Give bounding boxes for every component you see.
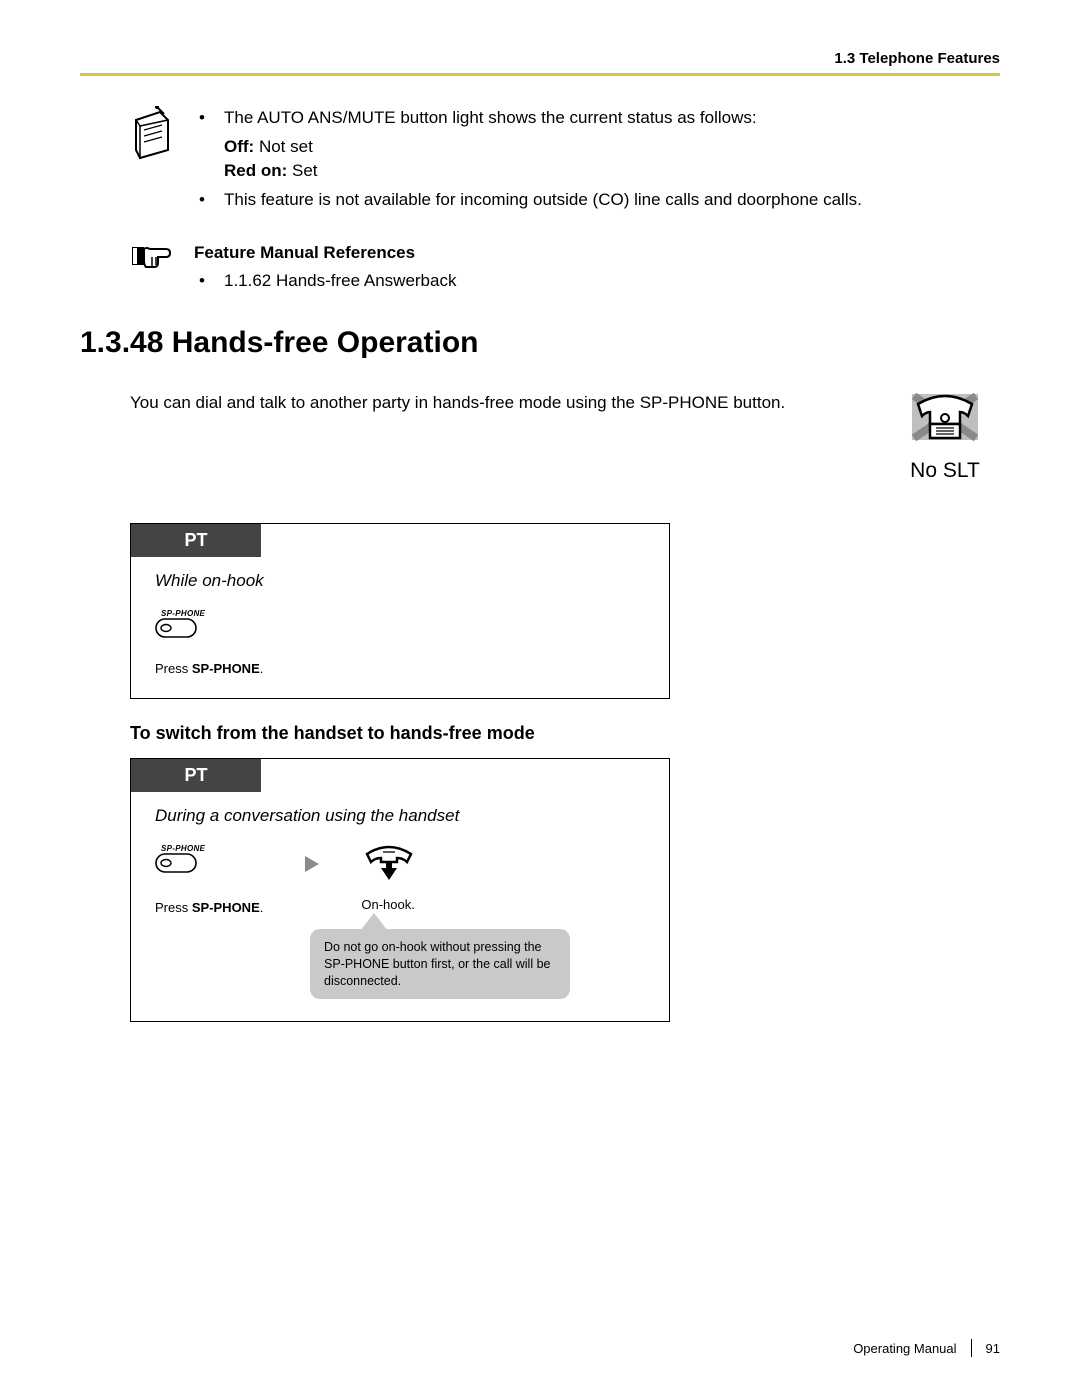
- header-rule: [80, 73, 1000, 76]
- sp-phone-tiny-label: SP-PHONE: [161, 844, 263, 853]
- intro-text: You can dial and talk to another party i…: [130, 390, 860, 483]
- bullet-dot: •: [194, 188, 210, 213]
- note-bullet-2: This feature is not available for incomi…: [224, 188, 862, 213]
- proc-state-2: During a conversation using the handset: [155, 806, 645, 826]
- red-on-label: Red on:: [224, 161, 287, 180]
- reference-title: Feature Manual References: [194, 241, 456, 266]
- sp-phone-tiny-label: SP-PHONE: [161, 609, 645, 618]
- reference-block: Feature Manual References • 1.1.62 Hands…: [130, 241, 1000, 298]
- press-sp-phone-2: Press SP-PHONE.: [155, 900, 263, 915]
- bullet-dot: •: [194, 106, 210, 131]
- no-slt-label: No SLT: [890, 459, 1000, 483]
- off-label: Off:: [224, 137, 254, 156]
- note-bullet-1: The AUTO ANS/MUTE button light shows the…: [224, 106, 757, 131]
- section-heading: 1.3.48 Hands-free Operation: [80, 326, 1000, 360]
- arrow-right-icon: [303, 854, 321, 879]
- warning-callout: Do not go on-hook without pressing the S…: [310, 929, 570, 1000]
- pointing-hand-icon: [130, 241, 176, 271]
- sub-heading: To switch from the handset to hands-free…: [130, 723, 1000, 744]
- procedure-box-2: PT During a conversation using the hands…: [130, 758, 670, 1023]
- footer-manual: Operating Manual: [853, 1341, 956, 1356]
- sp-phone-button-icon: [155, 853, 197, 873]
- pt-tab: PT: [131, 524, 261, 557]
- on-hook-icon: [361, 844, 417, 882]
- note-block: • The AUTO ANS/MUTE button light shows t…: [130, 106, 1000, 217]
- red-on-val: Set: [292, 161, 318, 180]
- no-slt-box: No SLT: [890, 390, 1000, 483]
- sp-phone-button-icon: [155, 618, 197, 638]
- proc-state-1: While on-hook: [155, 571, 645, 591]
- page-footer: Operating Manual 91: [853, 1339, 1000, 1357]
- press-sp-phone-1: Press SP-PHONE.: [155, 661, 645, 676]
- on-hook-label: On-hook.: [361, 897, 417, 912]
- procedure-box-1: PT While on-hook SP-PHONE Press SP-PHONE…: [130, 523, 670, 699]
- note-icon: [130, 106, 176, 217]
- intro-row: You can dial and talk to another party i…: [130, 390, 1000, 483]
- reference-item: 1.1.62 Hands-free Answerback: [224, 269, 456, 294]
- footer-divider: [971, 1339, 972, 1357]
- footer-page-number: 91: [986, 1341, 1000, 1356]
- pt-tab: PT: [131, 759, 261, 792]
- bullet-dot: •: [194, 269, 210, 294]
- phone-crossed-icon: [906, 390, 984, 448]
- header-section: 1.3 Telephone Features: [80, 50, 1000, 67]
